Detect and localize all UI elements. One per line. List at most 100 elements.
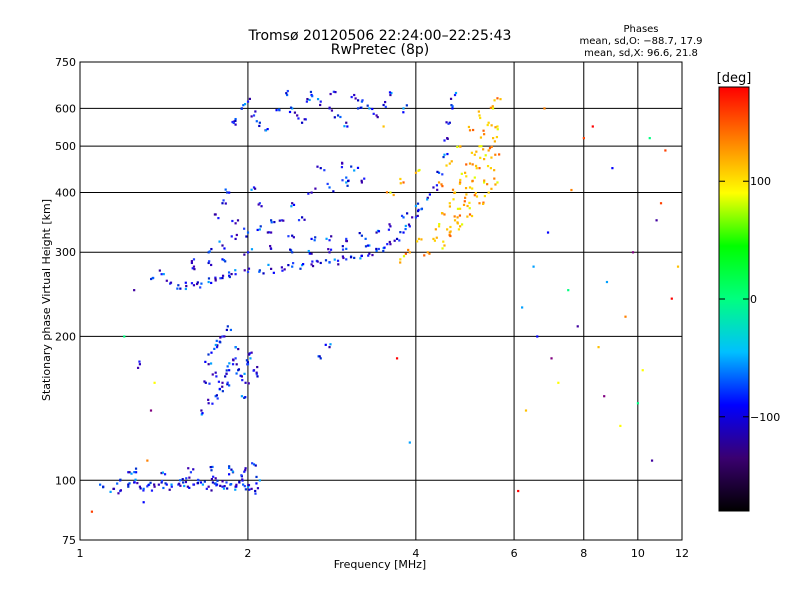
data-point — [459, 207, 462, 210]
data-point — [230, 272, 233, 276]
data-point — [216, 397, 219, 400]
data-point — [402, 255, 406, 258]
data-point — [489, 106, 493, 109]
data-point — [426, 251, 429, 254]
data-point — [327, 248, 330, 251]
data-point — [227, 271, 231, 274]
data-point — [458, 182, 462, 185]
data-point — [162, 486, 165, 490]
data-point — [210, 263, 213, 267]
data-point — [246, 100, 250, 103]
data-point — [254, 110, 257, 113]
data-point — [582, 137, 585, 140]
data-point — [487, 191, 490, 194]
data-point — [207, 398, 210, 401]
data-point — [200, 282, 203, 285]
data-point — [402, 181, 405, 184]
data-point — [214, 277, 217, 281]
data-point — [387, 228, 391, 231]
data-point — [347, 179, 350, 183]
data-point — [445, 164, 448, 167]
data-point — [524, 409, 528, 412]
data-point — [224, 375, 227, 378]
data-point — [199, 286, 202, 289]
data-point — [241, 379, 244, 382]
data-point — [384, 105, 387, 108]
stats-x-line: mean, sd,X: 96.6, 21.8 — [584, 48, 698, 59]
data-point — [226, 191, 229, 194]
data-point — [402, 216, 405, 219]
x-tick-label: 10 — [631, 547, 645, 560]
data-point — [179, 287, 182, 290]
data-point — [337, 263, 340, 266]
data-point — [570, 188, 573, 192]
data-point — [360, 179, 363, 182]
data-point — [417, 237, 421, 241]
data-point — [228, 274, 231, 277]
data-point — [235, 483, 238, 486]
data-point — [178, 482, 181, 485]
data-point — [228, 362, 231, 365]
data-point — [235, 372, 238, 375]
data-point — [184, 281, 187, 284]
data-point — [486, 183, 489, 186]
data-point — [345, 239, 349, 243]
data-point — [219, 336, 222, 339]
data-point — [437, 225, 441, 228]
data-point — [213, 213, 217, 216]
data-point — [221, 258, 224, 261]
data-point — [597, 346, 600, 349]
data-point — [244, 488, 247, 491]
data-point — [358, 232, 361, 235]
data-point — [382, 103, 385, 107]
data-point — [300, 121, 304, 124]
data-point — [165, 279, 168, 282]
data-point — [128, 471, 131, 474]
data-point — [493, 140, 496, 143]
data-point — [557, 381, 560, 384]
data-point — [212, 475, 215, 478]
data-point — [383, 246, 386, 249]
data-point — [328, 261, 331, 264]
data-point — [221, 390, 224, 393]
data-point — [468, 201, 471, 204]
data-point — [346, 125, 349, 128]
data-point — [314, 187, 317, 190]
data-point — [399, 182, 402, 185]
data-point — [454, 91, 458, 95]
data-point — [456, 221, 459, 224]
data-point — [475, 195, 479, 198]
data-point — [336, 259, 340, 262]
data-point — [473, 176, 476, 179]
data-point — [443, 244, 446, 247]
data-point — [350, 165, 353, 168]
data-point — [591, 125, 594, 128]
data-point — [465, 175, 468, 178]
data-point — [250, 115, 253, 118]
data-point — [462, 203, 466, 207]
data-point — [243, 269, 246, 272]
data-point — [192, 258, 196, 261]
data-point — [641, 369, 644, 372]
data-point — [258, 269, 261, 272]
data-point — [228, 384, 231, 387]
data-point — [388, 240, 391, 244]
data-point — [313, 239, 316, 242]
data-point — [297, 219, 301, 222]
data-point — [536, 335, 539, 338]
data-point — [287, 235, 290, 238]
data-point — [210, 247, 213, 251]
data-point — [123, 335, 126, 338]
data-point — [451, 107, 454, 110]
data-point — [207, 280, 210, 284]
data-point — [480, 145, 483, 148]
data-point — [192, 483, 195, 486]
data-point — [356, 166, 360, 169]
data-point — [211, 373, 214, 376]
data-point — [248, 352, 251, 355]
data-point — [349, 256, 353, 259]
data-point — [270, 267, 273, 270]
data-point — [341, 179, 344, 182]
data-point — [550, 357, 553, 360]
